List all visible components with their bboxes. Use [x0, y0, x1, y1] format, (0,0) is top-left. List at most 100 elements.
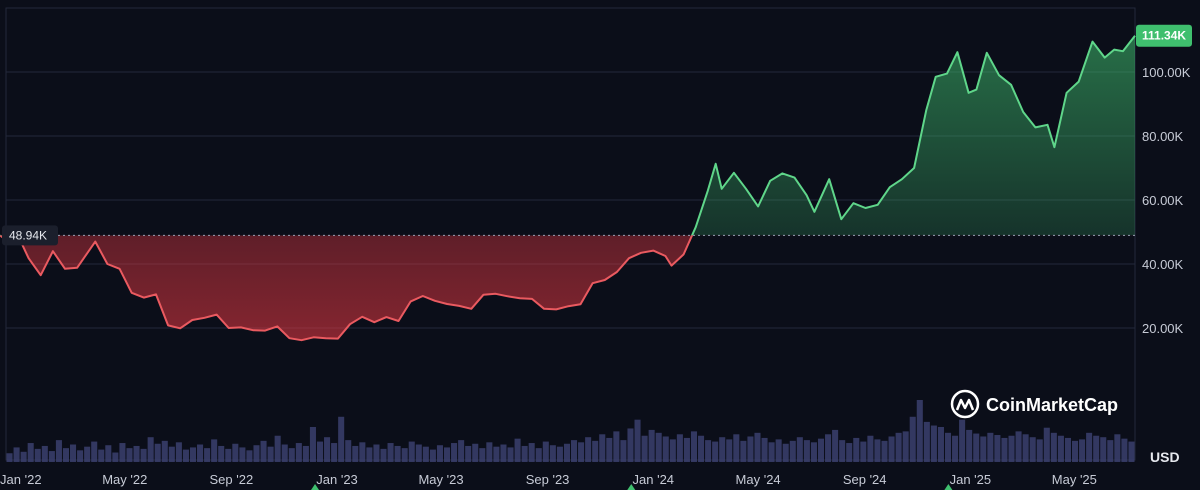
volume-bar [909, 416, 916, 462]
volume-bar [987, 432, 994, 462]
volume-bar [563, 443, 570, 462]
event-marker [944, 484, 953, 490]
volume-bar [415, 444, 422, 462]
coinmarketcap-watermark: CoinMarketCap [950, 389, 1118, 419]
x-tick-label: Jan '24 [633, 472, 675, 487]
volume-bar [472, 443, 479, 462]
volume-bar [966, 429, 973, 462]
price-line-above [0, 35, 1136, 236]
volume-bar [648, 429, 655, 462]
volume-bar [521, 445, 528, 462]
volume-bar [634, 419, 641, 462]
volume-bar [1107, 440, 1114, 462]
volume-bar [817, 438, 825, 462]
volume-bar [154, 443, 161, 462]
volume-bar [274, 435, 281, 462]
volume-bar [690, 431, 698, 462]
volume-bar [860, 441, 867, 462]
volume-bar [789, 440, 796, 462]
volume-bar [267, 446, 274, 462]
volume-bar [105, 445, 112, 462]
volume-bar [324, 437, 331, 462]
volume-bar [62, 448, 70, 462]
volume-bar [959, 419, 966, 462]
volume-bar [740, 440, 747, 462]
volume-bar [1001, 437, 1008, 462]
volume-bar [458, 440, 465, 462]
volume-bar [316, 441, 324, 462]
volume-bar [620, 440, 627, 462]
volume-bar [345, 440, 352, 462]
volume-bar [429, 449, 436, 462]
volume-bar [952, 435, 959, 462]
volume-bar [366, 447, 373, 462]
volume-bar [916, 400, 923, 462]
volume-bar [592, 440, 599, 462]
volume-bar [825, 434, 832, 462]
volume-bar [705, 440, 712, 462]
volume-bar [556, 446, 563, 462]
volume-bar [542, 441, 549, 462]
volume-bar [126, 448, 133, 462]
volume-bar [775, 439, 782, 462]
volume-bar [585, 437, 592, 462]
y-tick-label: 40.00K [1142, 257, 1184, 272]
price-area [0, 35, 1136, 342]
volume-bar [683, 437, 690, 462]
volume-bar [1093, 435, 1100, 462]
volume-bar [613, 431, 620, 462]
last-price-badge: 111.34K [1136, 24, 1192, 47]
baseline-label: 48.94K [9, 228, 47, 242]
volume-bar [359, 442, 366, 462]
volume-bar [535, 448, 542, 462]
volume-bar [48, 451, 55, 462]
volume-bar [930, 425, 937, 462]
volume-bar [1043, 427, 1050, 462]
volume-bar [726, 439, 733, 462]
volume-bar [782, 443, 789, 462]
last-price-label: 111.34K [1142, 29, 1186, 43]
volume-bar [465, 445, 472, 462]
volume-bar [451, 443, 458, 462]
volume-bar [655, 432, 662, 462]
volume-bar [225, 448, 232, 462]
volume-bar [232, 443, 239, 462]
volume-bar [401, 448, 408, 462]
volume-bar [302, 445, 309, 462]
volume-bar [500, 444, 507, 462]
volume-bar [70, 444, 77, 462]
volume-bar [980, 436, 987, 462]
volume-bar [994, 435, 1001, 462]
volume-bar [747, 436, 754, 462]
y-tick-label: 80.00K [1142, 129, 1184, 144]
volume-bar [867, 435, 874, 462]
volume-bar [578, 442, 585, 462]
baseline-badge: 48.94K [2, 225, 58, 246]
volume-bar [197, 444, 204, 462]
volume-bar [422, 446, 429, 462]
area-fill-below [0, 235, 1135, 341]
currency-label: USD [1150, 449, 1180, 465]
volume-bar [288, 448, 295, 462]
volume-bar [888, 436, 895, 462]
price-line-below [0, 235, 694, 342]
volume-bar [77, 450, 84, 462]
volume-bar [923, 421, 930, 462]
volume-bar [719, 437, 726, 462]
volume-bar [662, 436, 669, 462]
volume-bar [973, 433, 980, 462]
volume-bar [189, 447, 197, 462]
x-tick-label: May '25 [1052, 472, 1097, 487]
volume-bar [528, 443, 535, 462]
volume-bar [832, 429, 839, 462]
volume-bar [133, 445, 140, 462]
volume-bar [733, 434, 740, 462]
volume-bar [436, 445, 443, 462]
volume-bar [549, 445, 556, 462]
y-tick-label: 100.00K [1142, 65, 1191, 80]
volume-bar [380, 448, 387, 462]
volume-bar [1100, 437, 1107, 462]
volume-bar [810, 442, 817, 462]
